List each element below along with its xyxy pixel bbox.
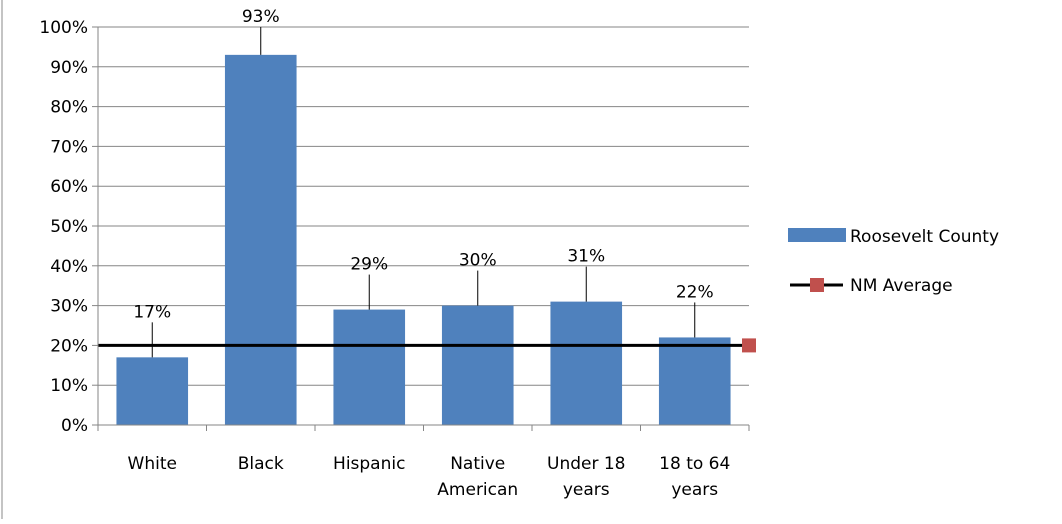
legend: Roosevelt County NM Average bbox=[788, 227, 999, 296]
bar bbox=[550, 301, 623, 425]
y-tick-label: 50% bbox=[50, 217, 88, 237]
x-category-label: American bbox=[437, 480, 518, 500]
bar bbox=[116, 357, 189, 425]
x-category-label: years bbox=[563, 480, 610, 500]
y-tick-label: 0% bbox=[61, 416, 88, 436]
x-category-label: Native bbox=[450, 454, 505, 474]
data-label: 93% bbox=[242, 7, 280, 27]
x-axis-category-labels: White Black Hispanic Native American Under 18… bbox=[128, 454, 731, 500]
x-category-label: 18 to 64 bbox=[659, 454, 730, 474]
x-category-label: Black bbox=[238, 454, 284, 474]
legend-item-nm-average: NM Average bbox=[790, 276, 953, 296]
x-category-label: White bbox=[128, 454, 177, 474]
data-label: 17% bbox=[133, 302, 171, 322]
y-tick-label: 20% bbox=[50, 336, 88, 356]
y-tick-label: 60% bbox=[50, 177, 88, 197]
bars bbox=[116, 54, 731, 426]
data-label: 31% bbox=[567, 247, 605, 267]
y-tick-label: 70% bbox=[50, 137, 88, 157]
y-tick-label: 80% bbox=[50, 98, 88, 118]
bar bbox=[333, 309, 406, 425]
y-tick-label: 30% bbox=[50, 297, 88, 317]
legend-marker-nm-average bbox=[810, 278, 824, 292]
y-tick-label: 100% bbox=[39, 18, 88, 38]
legend-item-roosevelt-county: Roosevelt County bbox=[788, 227, 999, 247]
bar bbox=[658, 337, 731, 425]
x-category-label: Hispanic bbox=[333, 454, 405, 474]
data-label: 30% bbox=[459, 251, 497, 271]
x-category-label: Under 18 bbox=[547, 454, 626, 474]
x-category-label: years bbox=[671, 480, 718, 500]
y-tick-label: 40% bbox=[50, 257, 88, 277]
nm-average-series bbox=[98, 338, 756, 353]
nm-average-marker bbox=[742, 338, 756, 353]
legend-swatch-roosevelt-county bbox=[788, 228, 846, 242]
y-axis-tick-labels: 0% 10% 20% 30% 40% 50% 60% 70% 80% 90% 100% bbox=[39, 18, 88, 436]
data-labels: 17% 93% 29% 30% 31% 22% bbox=[133, 7, 714, 358]
axes bbox=[92, 26, 750, 431]
data-label: 29% bbox=[350, 255, 388, 275]
bar bbox=[224, 54, 297, 426]
data-label: 22% bbox=[676, 282, 714, 302]
legend-label-roosevelt-county: Roosevelt County bbox=[850, 227, 999, 247]
y-tick-label: 10% bbox=[50, 376, 88, 396]
y-tick-label: 90% bbox=[50, 58, 88, 78]
legend-label-nm-average: NM Average bbox=[850, 276, 953, 296]
bar bbox=[441, 305, 514, 425]
